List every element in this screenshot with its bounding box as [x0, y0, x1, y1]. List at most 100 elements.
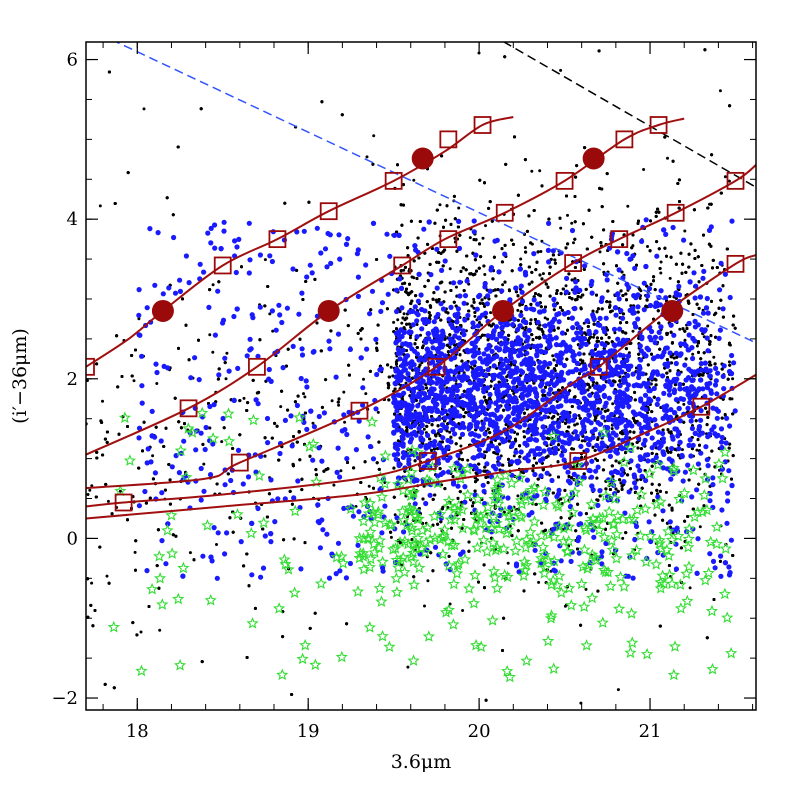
black-point — [408, 336, 412, 340]
black-point — [727, 360, 731, 364]
black-point — [695, 344, 699, 348]
black-point — [406, 665, 410, 669]
black-point — [621, 536, 625, 540]
black-point — [691, 352, 695, 356]
black-point — [457, 206, 461, 210]
black-point — [139, 630, 143, 634]
black-point — [151, 454, 155, 458]
black-point — [546, 366, 550, 370]
black-point — [220, 440, 224, 444]
black-point — [415, 323, 419, 326]
black-point — [420, 361, 424, 365]
black-point — [419, 333, 422, 337]
black-point — [367, 484, 371, 488]
black-point — [642, 168, 646, 171]
black-point — [718, 89, 722, 93]
plot-area — [86, 42, 756, 705]
black-point — [155, 382, 159, 385]
black-point — [577, 414, 581, 417]
black-point — [225, 351, 229, 355]
black-point — [459, 444, 463, 448]
black-point — [698, 525, 702, 529]
black-point — [242, 396, 246, 400]
black-point — [516, 308, 520, 312]
black-point — [580, 439, 584, 443]
black-point — [602, 458, 606, 462]
black-point — [564, 284, 568, 288]
black-point — [481, 236, 485, 240]
black-point — [86, 493, 90, 496]
black-point — [472, 306, 476, 310]
black-point — [215, 543, 218, 546]
black-point — [613, 331, 617, 335]
black-point — [668, 276, 672, 280]
black-point — [468, 236, 472, 240]
black-point — [448, 430, 452, 434]
black-point — [579, 701, 583, 705]
black-point — [616, 688, 620, 692]
black-point — [402, 312, 406, 316]
black-point — [522, 430, 526, 433]
black-point — [610, 427, 614, 431]
black-point — [723, 175, 727, 179]
black-point — [659, 271, 663, 275]
black-point — [263, 258, 267, 262]
black-point — [88, 488, 92, 492]
black-point — [188, 551, 192, 555]
black-point — [389, 365, 393, 369]
black-point — [478, 321, 481, 324]
black-point — [132, 379, 136, 383]
black-point — [402, 268, 406, 272]
black-point — [211, 350, 215, 354]
black-point — [541, 272, 545, 276]
black-point — [572, 241, 575, 245]
black-point — [501, 283, 505, 287]
black-point — [101, 399, 104, 403]
black-point — [731, 377, 735, 381]
black-point — [484, 224, 487, 228]
black-point — [556, 417, 560, 421]
black-point — [683, 338, 687, 342]
black-point — [473, 314, 477, 318]
black-point — [682, 402, 686, 406]
black-point — [396, 318, 400, 322]
black-point — [448, 602, 452, 606]
black-point — [638, 296, 642, 300]
black-point — [448, 267, 452, 271]
black-point — [559, 226, 563, 230]
black-point — [575, 422, 579, 426]
black-point — [364, 392, 368, 396]
black-point — [271, 329, 275, 333]
black-point — [666, 156, 669, 160]
black-point — [695, 448, 699, 452]
black-point — [202, 462, 206, 466]
black-point — [471, 367, 475, 371]
black-point — [678, 327, 682, 331]
black-point — [423, 604, 426, 608]
black-point — [311, 421, 315, 425]
black-point — [392, 320, 396, 324]
black-point — [706, 324, 710, 328]
black-point — [552, 308, 556, 312]
black-point — [412, 178, 416, 182]
black-point — [539, 250, 543, 253]
black-point — [611, 402, 615, 406]
black-point — [375, 341, 379, 345]
black-point — [90, 581, 94, 585]
black-point — [279, 405, 283, 409]
black-point — [680, 448, 684, 452]
black-point — [400, 321, 404, 325]
black-point — [538, 169, 542, 173]
black-point — [600, 407, 604, 411]
black-point — [118, 489, 122, 493]
black-point — [133, 550, 137, 554]
black-point — [303, 395, 307, 399]
black-point — [105, 574, 109, 578]
black-point — [339, 469, 343, 473]
black-point — [461, 609, 465, 612]
black-point — [664, 490, 668, 494]
black-point — [598, 250, 602, 254]
black-point — [106, 499, 110, 503]
black-point — [426, 579, 430, 583]
black-point — [516, 494, 520, 498]
